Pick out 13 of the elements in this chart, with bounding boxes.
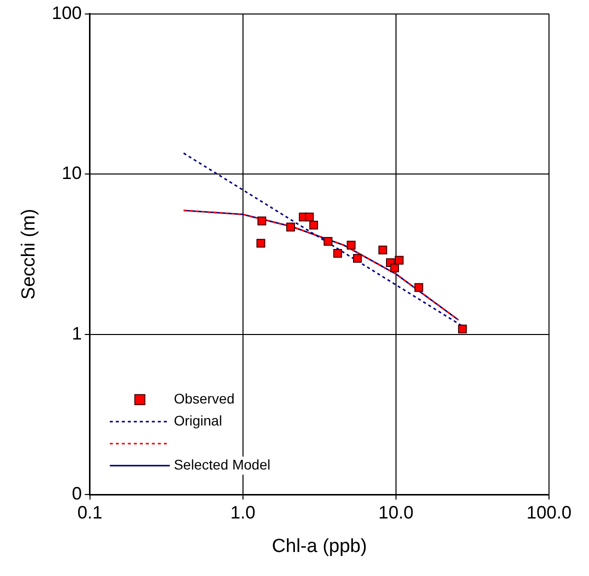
x-tick-label: 100.0 bbox=[526, 502, 572, 522]
y-tick-label: 10 bbox=[62, 163, 82, 184]
legend-label: Original bbox=[174, 412, 222, 428]
x-tick-label: 10.0 bbox=[378, 502, 414, 522]
y-tick-label: 1 bbox=[72, 323, 82, 344]
y-tick-label: 0 bbox=[72, 484, 82, 504]
y-tick-label: 100 bbox=[52, 2, 82, 23]
x-tick-label: 1.0 bbox=[230, 502, 256, 522]
y-axis-title: Secchi (m) bbox=[18, 208, 40, 300]
x-axis-title: Chl-a (ppb) bbox=[272, 536, 367, 557]
legend-label: Selected Model bbox=[174, 456, 270, 472]
legend-label: Observed bbox=[174, 390, 235, 406]
x-tick-label: 0.1 bbox=[77, 502, 102, 522]
